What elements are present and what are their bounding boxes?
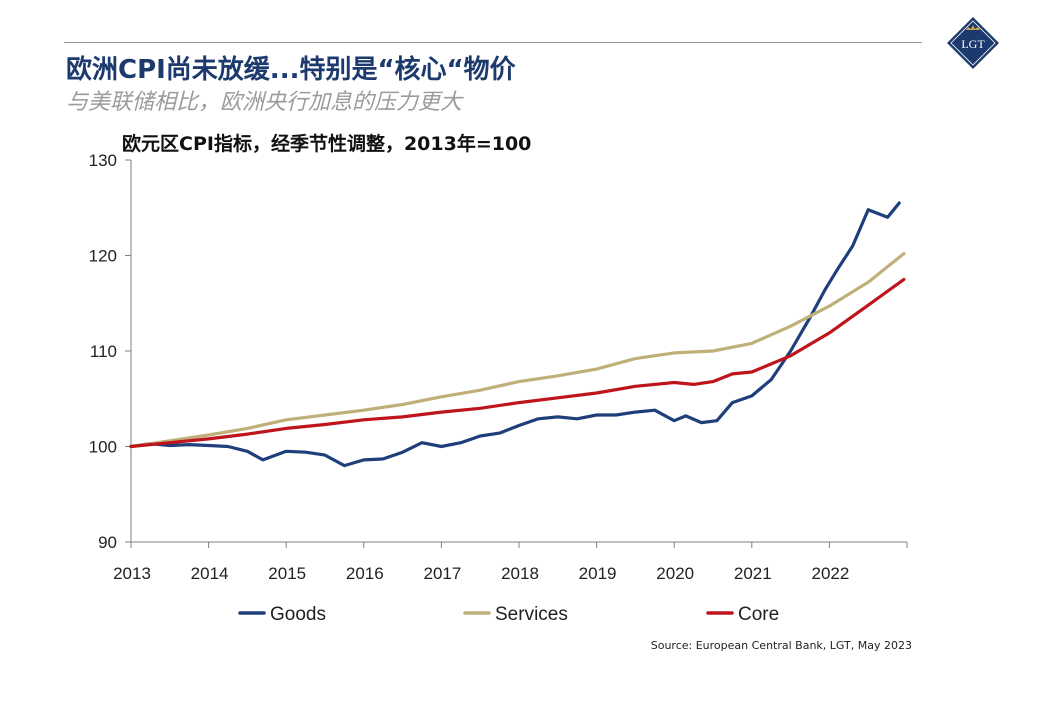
- legend-label-core: Core: [738, 604, 779, 625]
- x-tick-label: 2014: [191, 564, 229, 583]
- y-tick-label: 100: [89, 438, 117, 457]
- y-tick-label: 130: [89, 151, 117, 170]
- x-tick-label: 2020: [656, 564, 694, 583]
- lgt-logo: LGT: [947, 17, 999, 69]
- logo-text: LGT: [961, 37, 985, 51]
- legend-label-goods: Goods: [270, 604, 326, 625]
- y-tick-label: 110: [90, 342, 117, 361]
- top-rule: [64, 42, 922, 43]
- chart-title: 欧元区CPI指标，经季节性调整，2013年=100: [122, 133, 532, 155]
- y-tick-label: 90: [98, 533, 117, 552]
- page-subtitle: 与美联储相比，欧洲央行加息的压力更大: [66, 90, 463, 115]
- x-tick-label: 2019: [579, 564, 617, 583]
- x-tick-label: 2015: [268, 564, 306, 583]
- x-tick-label: 2018: [501, 564, 539, 583]
- x-tick-label: 2013: [113, 564, 151, 583]
- series-line-goods: [129, 201, 901, 468]
- x-tick-label: 2017: [423, 564, 461, 583]
- series-line-core: [129, 277, 906, 449]
- page-title: 欧洲CPI尚未放缓...特别是“核心“物价: [66, 55, 516, 85]
- x-tick-label: 2016: [346, 564, 384, 583]
- x-tick-label: 2022: [811, 564, 849, 583]
- series-line-services: [129, 252, 906, 449]
- source-note: Source: European Central Bank, LGT, May …: [650, 639, 912, 652]
- x-tick-label: 2021: [734, 564, 772, 583]
- legend-label-services: Services: [495, 604, 568, 625]
- y-tick-label: 120: [89, 247, 117, 266]
